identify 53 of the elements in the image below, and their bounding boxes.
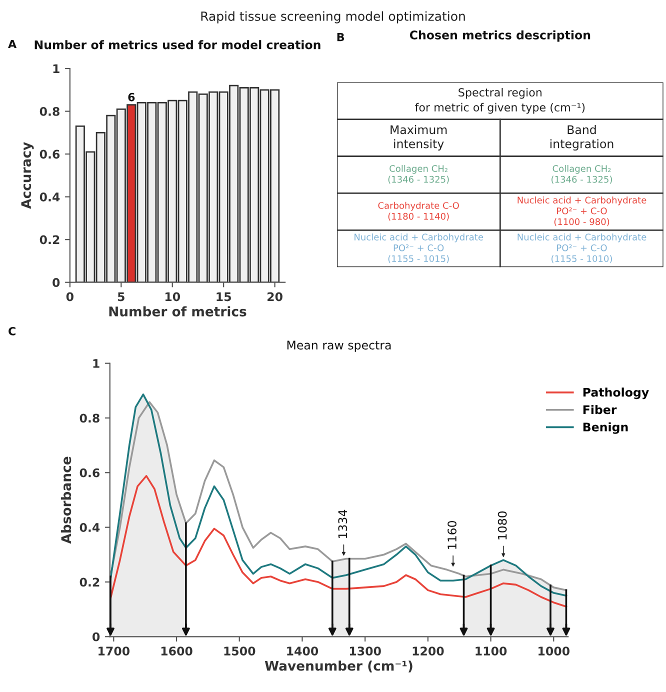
text: Carbohydrate C-O (1180 - 1140) — [378, 202, 459, 221]
text: Nucleic acid + Carbohydrate PO²⁻ + C-O (1100 - 980) — [518, 196, 646, 226]
y-axis-title: Absorbance — [60, 456, 72, 544]
x-tick-label: 1500 — [224, 646, 256, 656]
y-tick-label: 0.2 — [40, 235, 60, 244]
x-tick-label: 1100 — [476, 646, 507, 656]
x-tick-label: 1700 — [98, 646, 130, 656]
text: Rapid tissue screening model optimization — [201, 11, 465, 24]
x-tick-label: 1000 — [538, 646, 570, 656]
legend-label: Benign — [583, 422, 628, 434]
annotation: 1160 — [448, 520, 456, 549]
text: C — [8, 326, 16, 336]
y-axis-title: Accuracy — [21, 142, 34, 209]
x-tick-label: 1300 — [350, 646, 381, 656]
y-tick-label: 1 — [53, 64, 60, 73]
text: Chosen metrics description — [410, 30, 590, 42]
x-tick-label: 15 — [216, 292, 231, 302]
text: Nucleic acid + Carbohydrate PO²⁻ + C-O (1155 - 1015) — [354, 233, 484, 264]
y-tick-label: 0.8 — [80, 414, 100, 423]
text: B — [337, 33, 344, 42]
x-tick-label: 1600 — [161, 646, 192, 656]
x-tick-label: 1400 — [287, 646, 318, 656]
annotation: 1334 — [338, 510, 348, 538]
y-tick-label: 0.6 — [40, 150, 60, 159]
category-label: Maximum intensity — [390, 125, 447, 151]
y-tick-label: 0 — [92, 632, 100, 642]
line-series — [110, 475, 568, 608]
annotation: 6 — [128, 92, 135, 102]
text: Spectral region for metric of given type (cm⁻¹) — [415, 88, 585, 114]
x-tick-label: 10 — [165, 292, 180, 302]
chart-title: Mean raw spectra — [287, 340, 391, 352]
text: Collagen CH₂ (1346 - 1325) — [552, 164, 612, 184]
text: Nucleic acid + Carbohydrate PO²⁻ + C-O (1155 - 1010) — [518, 233, 646, 264]
x-axis-title: Wavenumber (cm⁻¹) — [264, 660, 412, 672]
y-tick-label: 1 — [93, 359, 100, 368]
text: Collagen CH₂ (1346 - 1325) — [388, 164, 449, 184]
y-tick-label: 0.8 — [40, 106, 60, 116]
x-axis-title: Number of metrics — [109, 306, 246, 316]
x-tick-label: 1200 — [412, 646, 444, 656]
annotation: 1080 — [498, 511, 507, 540]
x-tick-label: 20 — [268, 292, 282, 302]
y-tick-label: 0 — [52, 278, 60, 287]
y-tick-label: 0.2 — [80, 578, 100, 587]
y-tick-label: 0.6 — [80, 468, 100, 478]
text: A — [8, 40, 17, 48]
category-label: Band integration — [550, 125, 614, 151]
legend-label: Pathology — [583, 388, 649, 400]
x-tick-label: 5 — [118, 292, 124, 302]
chart-title: Number of metrics used for model creation — [34, 40, 320, 50]
y-tick-label: 0.4 — [80, 523, 100, 532]
x-tick-label: 0 — [66, 292, 74, 302]
legend-label: Fiber — [583, 405, 617, 414]
y-tick-label: 0.4 — [40, 192, 60, 202]
